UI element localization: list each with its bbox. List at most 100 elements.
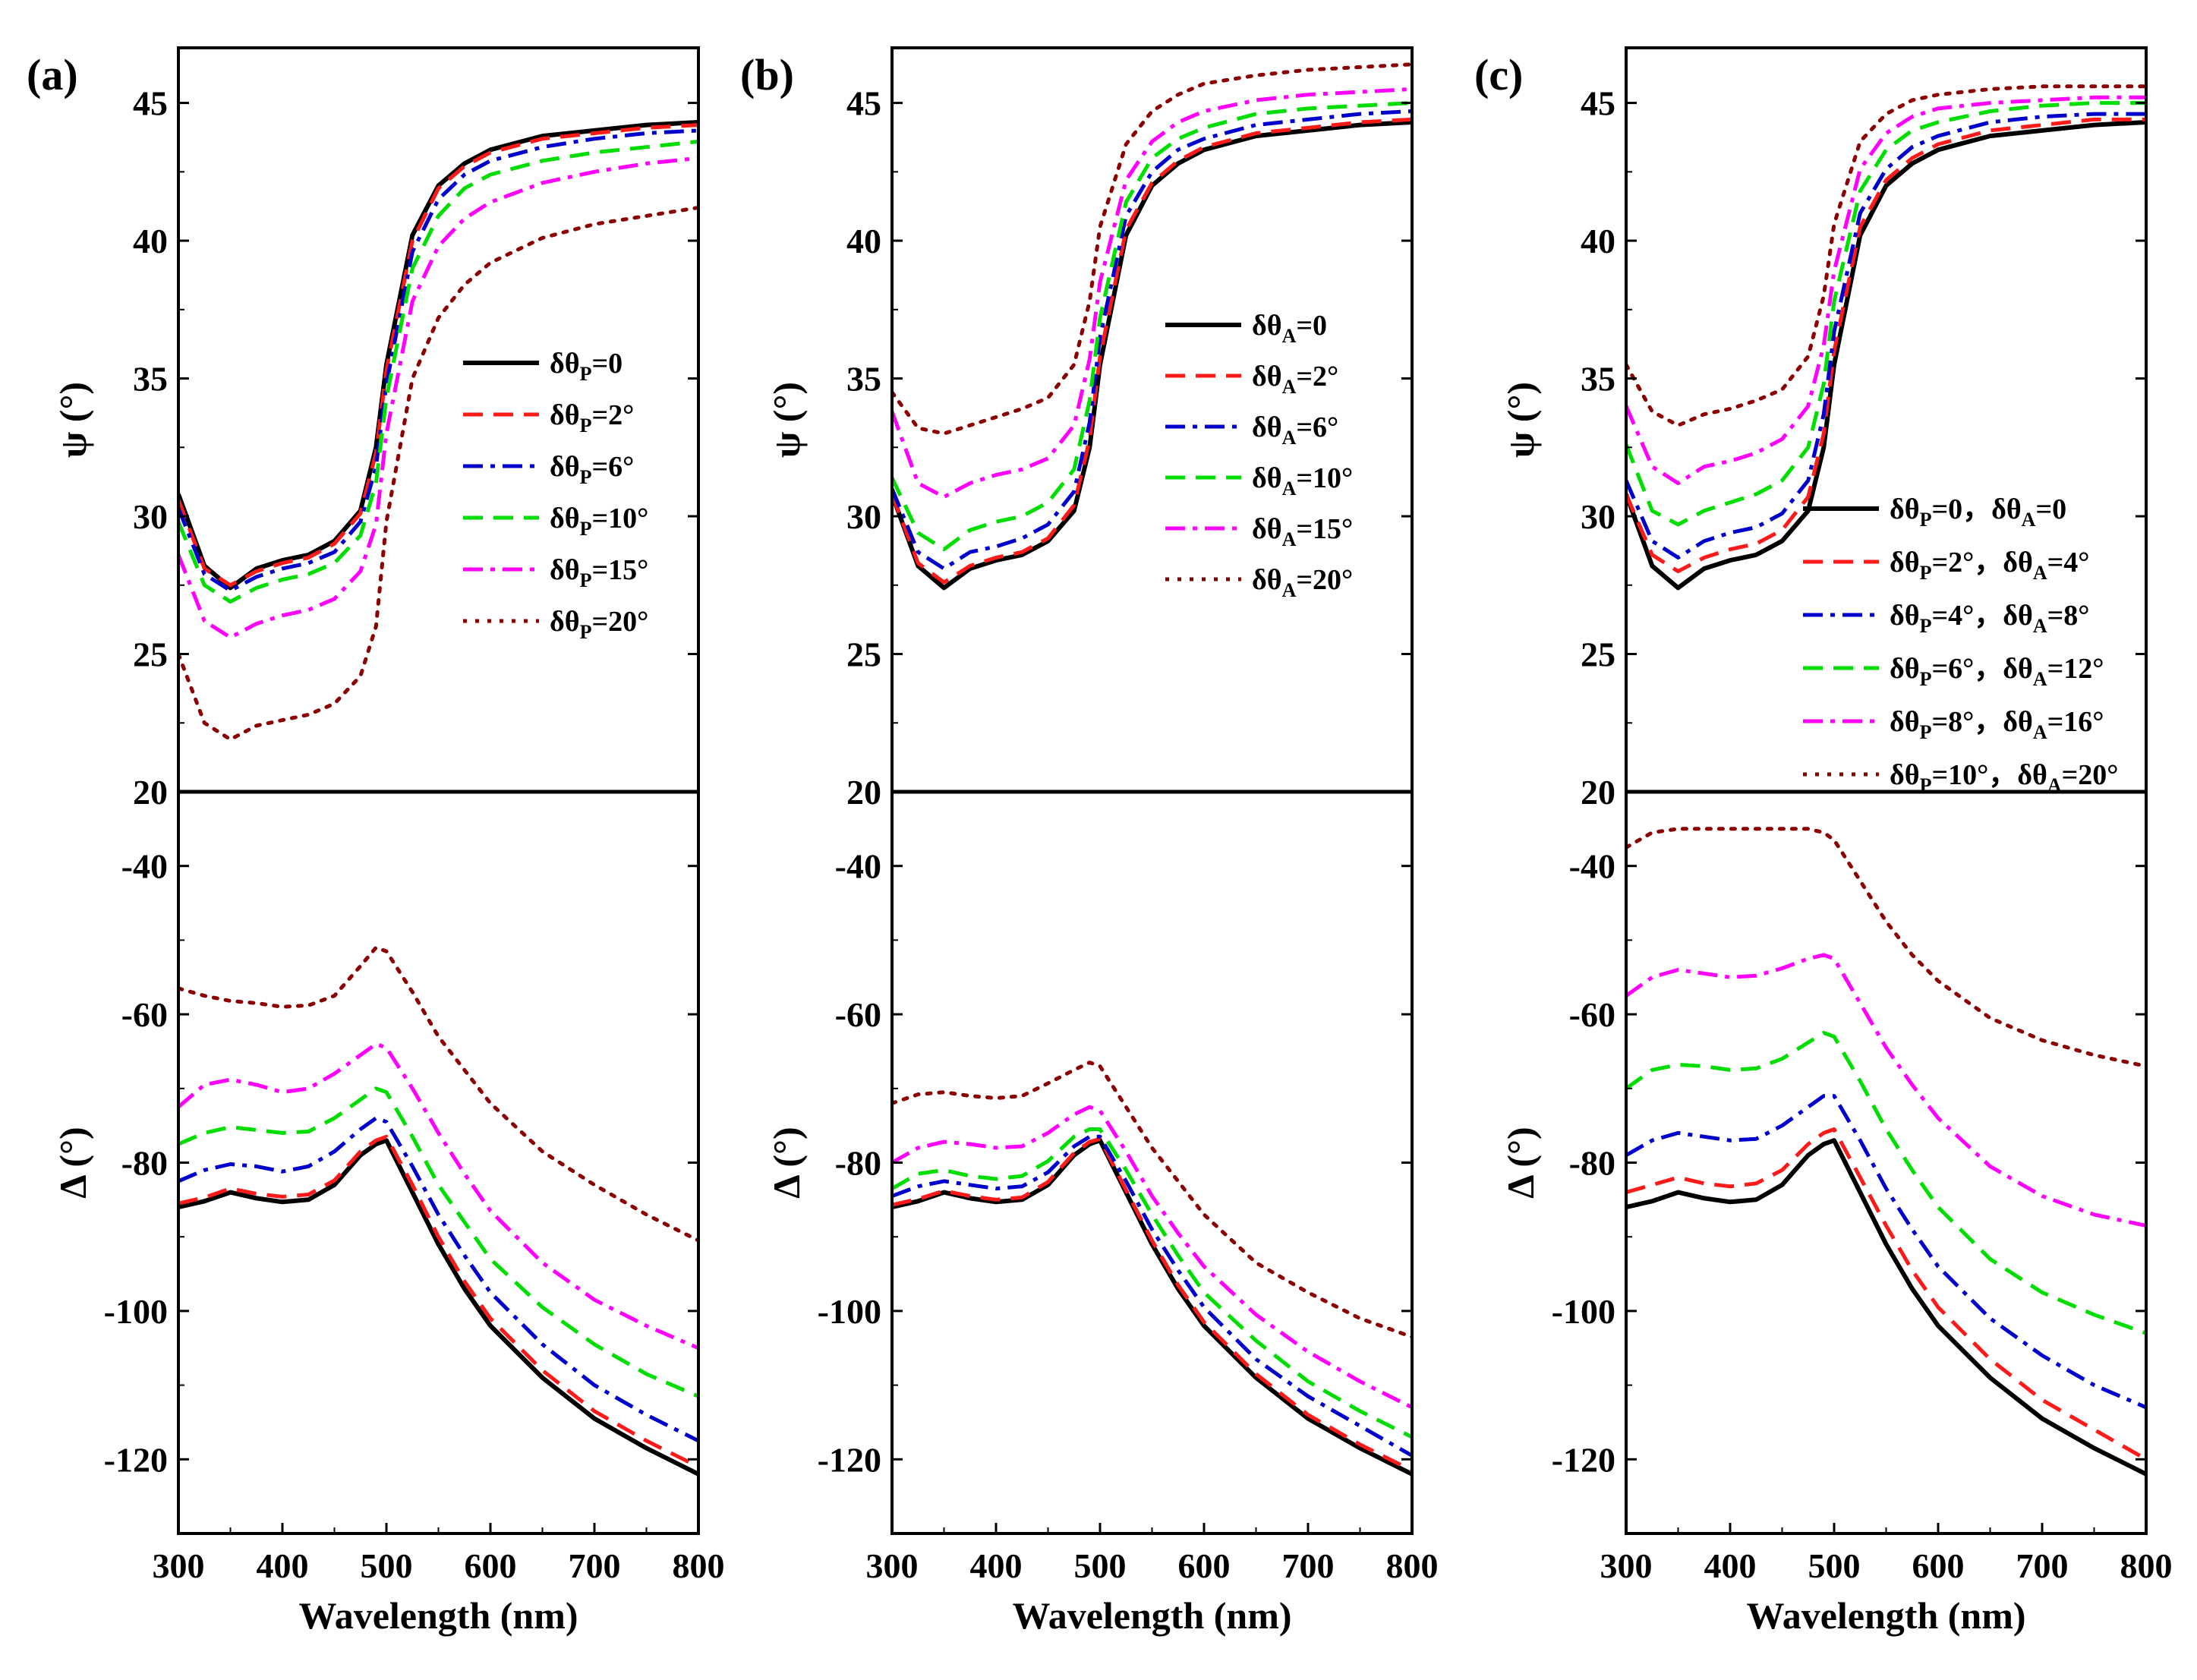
delta-series-line-1 bbox=[1626, 1138, 2146, 1477]
delta-curves bbox=[1626, 827, 2146, 1477]
delta-series-line-6 bbox=[892, 1061, 1412, 1339]
legend-entry-6: δθA=20° bbox=[1252, 564, 1353, 601]
legend-entry-5: δθP=15° bbox=[550, 554, 648, 591]
delta-series-line-5 bbox=[178, 1042, 698, 1351]
delta-tick-label: -100 bbox=[104, 1292, 168, 1331]
delta-tick-label: -60 bbox=[121, 995, 168, 1034]
panel-1: 20 25 30 35 40 45 -40 -60 -80 -100 -120 300 400 500 60… bbox=[27, 46, 725, 1637]
psi-tick-label: 20 bbox=[133, 773, 168, 812]
x-axis-title: Wavelength (nm) bbox=[1012, 1594, 1291, 1637]
delta-tick-label: -80 bbox=[121, 1144, 168, 1183]
legend-entry-2: δθP=2° bbox=[550, 399, 634, 437]
psi-tick-label: 40 bbox=[133, 222, 168, 260]
legend-entry-2: δθP=2°，δθA=4° bbox=[1890, 547, 2090, 584]
legend-entry-2: δθA=2° bbox=[1252, 361, 1338, 398]
psi-series-line-3 bbox=[178, 128, 698, 593]
x-tick-label: 500 bbox=[361, 1546, 413, 1585]
psi-axis-title: ψ (°) bbox=[765, 382, 808, 458]
psi-tick-label: 35 bbox=[1581, 360, 1615, 399]
psi-tick-label: 20 bbox=[846, 773, 881, 812]
legend-entry-1: δθA=0 bbox=[1252, 310, 1327, 347]
delta-series-line-6 bbox=[178, 945, 698, 1243]
delta-tick-label: -120 bbox=[818, 1440, 881, 1479]
legend-entry-1: δθP=0，δθA=0 bbox=[1890, 493, 2066, 531]
delta-tick-label: -120 bbox=[1552, 1440, 1615, 1479]
psi-curves bbox=[1626, 84, 2146, 591]
psi-series-line-1 bbox=[892, 120, 1412, 591]
psi-tick-label: 20 bbox=[1581, 773, 1615, 812]
legend-entry-6: δθP=10°，δθA=20° bbox=[1890, 759, 2119, 796]
psi-tick-label: 45 bbox=[1581, 84, 1615, 123]
delta-axis-title: Δ (°) bbox=[1499, 1127, 1542, 1198]
delta-series-line-4 bbox=[1626, 1031, 2146, 1335]
legend-entry-3: δθA=6° bbox=[1252, 411, 1338, 449]
panel-2: 20 25 30 35 40 45 -40 -60 -80 -100 -120 300 400 500 60… bbox=[740, 46, 1439, 1637]
delta-axis-title: Δ (°) bbox=[765, 1127, 808, 1198]
psi-tick-label: 35 bbox=[133, 360, 168, 399]
psi-tick-label: 30 bbox=[133, 497, 168, 536]
psi-tick-label: 30 bbox=[846, 497, 881, 536]
x-tick-label: 800 bbox=[2120, 1546, 2173, 1585]
psi-series-line-5 bbox=[178, 156, 698, 640]
delta-tick-label: -120 bbox=[104, 1440, 168, 1479]
psi-series-line-2 bbox=[178, 123, 698, 588]
x-tick-label: 400 bbox=[257, 1546, 309, 1585]
x-tick-label: 400 bbox=[970, 1546, 1023, 1585]
legend: δθA=0 δθA=2° δθA=6° δθA=10° δθA=15° δθA=20° bbox=[1165, 310, 1353, 601]
delta-tick-label: -100 bbox=[818, 1292, 881, 1331]
psi-curves bbox=[892, 62, 1412, 591]
psi-series-line-3 bbox=[1626, 112, 2146, 559]
x-tick-label: 600 bbox=[1178, 1546, 1231, 1585]
delta-series-line-2 bbox=[892, 1136, 1412, 1473]
panel-label: (a) bbox=[27, 50, 78, 99]
legend-entry-6: δθP=20° bbox=[550, 606, 648, 643]
psi-series-line-5 bbox=[1626, 95, 2146, 485]
x-axis-title: Wavelength (nm) bbox=[1746, 1594, 2025, 1637]
psi-series-line-4 bbox=[178, 139, 698, 604]
panel-3: 20 25 30 35 40 45 -40 -60 -80 -100 -120 300 400 500 60… bbox=[1474, 46, 2173, 1637]
x-tick-label: 700 bbox=[569, 1546, 621, 1585]
delta-series-line-5 bbox=[1626, 953, 2146, 1228]
x-tick-label: 300 bbox=[153, 1546, 205, 1585]
legend-entry-4: δθA=10° bbox=[1252, 462, 1353, 500]
legend: δθP=0，δθA=0 δθP=2°，δθA=4° δθP=4°，δθA=8° δθP… bbox=[1803, 493, 2119, 796]
delta-series-line-6 bbox=[1626, 827, 2146, 1068]
psi-tick-label: 45 bbox=[846, 84, 881, 123]
x-tick-label: 500 bbox=[1074, 1546, 1127, 1585]
psi-tick-label: 25 bbox=[1581, 635, 1615, 674]
legend-entry-5: δθA=15° bbox=[1252, 513, 1353, 550]
x-tick-label: 300 bbox=[866, 1546, 919, 1585]
delta-tick-label: -40 bbox=[121, 847, 168, 886]
delta-series-line-1 bbox=[178, 1138, 698, 1477]
psi-tick-label: 25 bbox=[846, 635, 881, 674]
delta-tick-label: -100 bbox=[1552, 1292, 1615, 1331]
psi-tick-label: 25 bbox=[133, 635, 168, 674]
psi-tick-label: 40 bbox=[1581, 222, 1615, 260]
delta-curves bbox=[178, 945, 698, 1477]
x-tick-label: 700 bbox=[2016, 1546, 2069, 1585]
x-tick-label: 600 bbox=[1912, 1546, 1965, 1585]
delta-tick-label: -80 bbox=[835, 1144, 881, 1183]
legend-entry-4: δθP=10° bbox=[550, 503, 648, 540]
delta-tick-label: -60 bbox=[1569, 995, 1615, 1034]
psi-series-line-4 bbox=[1626, 101, 2146, 527]
legend-entry-1: δθP=0 bbox=[550, 348, 623, 385]
psi-series-line-6 bbox=[1626, 84, 2146, 427]
psi-series-line-6 bbox=[178, 206, 698, 742]
x-tick-label: 300 bbox=[1600, 1546, 1653, 1585]
psi-series-line-5 bbox=[892, 87, 1412, 500]
x-tick-label: 800 bbox=[1386, 1546, 1439, 1585]
legend-entry-3: δθP=6° bbox=[550, 451, 634, 488]
psi-series-line-2 bbox=[892, 117, 1412, 585]
psi-tick-label: 40 bbox=[846, 222, 881, 260]
x-tick-label: 400 bbox=[1704, 1546, 1757, 1585]
x-tick-label: 800 bbox=[673, 1546, 725, 1585]
psi-axis-title: ψ (°) bbox=[1499, 382, 1542, 458]
delta-tick-label: -80 bbox=[1569, 1144, 1615, 1183]
x-tick-label: 600 bbox=[465, 1546, 517, 1585]
delta-series-line-4 bbox=[178, 1086, 698, 1398]
delta-tick-label: -40 bbox=[1569, 847, 1615, 886]
psi-tick-label: 45 bbox=[133, 84, 168, 123]
psi-tick-label: 35 bbox=[846, 360, 881, 399]
